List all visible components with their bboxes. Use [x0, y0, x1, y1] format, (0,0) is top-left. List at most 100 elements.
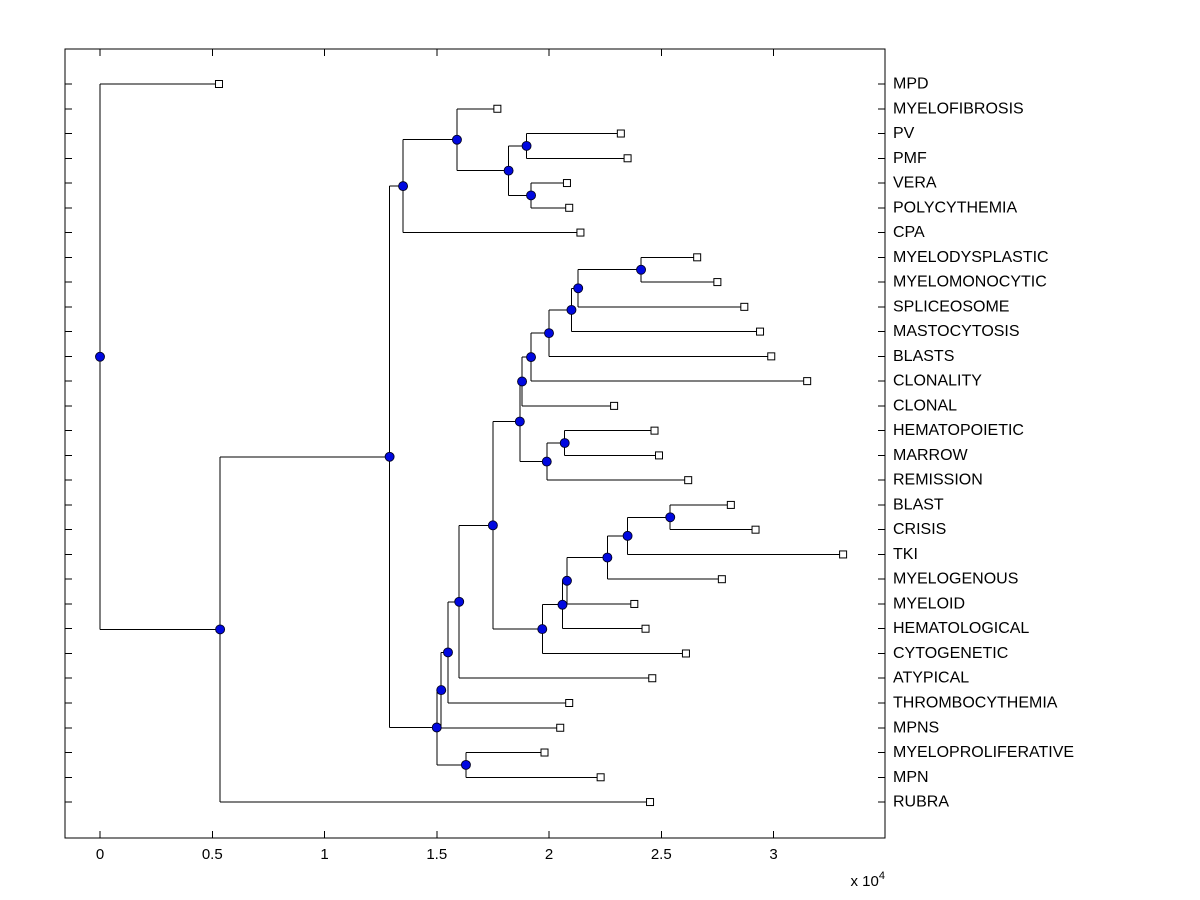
- leaf-marker: [767, 352, 776, 361]
- internal-node-marker: [562, 575, 572, 586]
- leaf-label: REMISSION: [893, 472, 983, 489]
- leaf-marker: [214, 80, 223, 88]
- internal-node-marker: [514, 416, 525, 427]
- leaf-marker: [646, 798, 655, 807]
- leaf-marker: [655, 451, 664, 460]
- leaf-label: RUBRA: [893, 794, 949, 811]
- leaf-marker: [556, 723, 565, 732]
- leaf-label: HEMATOPOIETIC: [893, 422, 1024, 439]
- leaf-label: BLAST: [893, 496, 944, 513]
- leaf-marker: [648, 674, 657, 683]
- internal-node-marker: [517, 376, 528, 387]
- internal-node-marker: [559, 438, 570, 448]
- leaf-marker: [641, 624, 650, 633]
- internal-node-marker: [573, 283, 584, 294]
- internal-node-marker: [487, 520, 498, 531]
- leaf-marker: [650, 426, 659, 435]
- x-tick-label: 1.5: [426, 846, 447, 863]
- internal-node-marker: [452, 134, 462, 145]
- internal-node-marker: [398, 181, 409, 192]
- leaf-label: MYELOID: [893, 595, 965, 612]
- leaf-marker: [756, 327, 765, 336]
- leaf-marker: [839, 550, 848, 559]
- leaf-marker: [565, 203, 574, 212]
- leaf-marker: [576, 228, 585, 237]
- x-tick-label: 1: [320, 846, 328, 863]
- internal-node-marker: [454, 596, 465, 607]
- internal-node-marker: [566, 304, 577, 315]
- leaf-label: CPA: [893, 224, 925, 241]
- leaf-marker: [610, 401, 619, 410]
- leaf-label: POLYCYTHEMIA: [893, 199, 1018, 216]
- leaf-label: CYTOGENETIC: [893, 645, 1008, 662]
- leaf-marker: [616, 129, 625, 138]
- leaf-label: MYELOGENOUS: [893, 571, 1018, 588]
- leaf-marker: [681, 649, 690, 658]
- x-tick-label: 2.5: [651, 846, 672, 863]
- internal-node-marker: [443, 647, 453, 658]
- internal-node-marker: [431, 722, 442, 733]
- leaf-label: MYELOFIBROSIS: [893, 100, 1024, 117]
- leaf-label: MARROW: [893, 447, 969, 464]
- leaf-label: MPNS: [893, 719, 939, 736]
- leaf-marker: [623, 154, 632, 163]
- leaf-label: PV: [893, 125, 915, 142]
- leaf-marker: [596, 773, 605, 782]
- internal-node-marker: [602, 552, 613, 563]
- leaf-label: VERA: [893, 175, 937, 192]
- leaf-label: MASTOCYTOSIS: [893, 323, 1020, 340]
- leaf-label: SPLICEOSOME: [893, 298, 1009, 315]
- leaf-marker: [726, 500, 735, 509]
- leaf-marker: [751, 525, 760, 534]
- leaf-marker: [540, 748, 549, 757]
- x-tick-label: 0.5: [202, 846, 223, 863]
- plot-border: [64, 48, 886, 839]
- leaf-marker: [713, 278, 722, 287]
- internal-node-marker: [557, 599, 568, 610]
- leaf-label: PMF: [893, 150, 927, 167]
- leaf-marker: [630, 599, 639, 608]
- leaf-label: HEMATOLOGICAL: [893, 620, 1029, 637]
- leaf-label: MYELODYSPLASTIC: [893, 249, 1049, 266]
- x-tick-label: 0: [96, 846, 104, 863]
- leaf-label: MPN: [893, 769, 929, 786]
- internal-node-marker: [526, 190, 536, 201]
- x-tick-label: 3: [769, 846, 777, 863]
- leaf-marker: [803, 377, 812, 386]
- leaf-label: THROMBOCYTHEMIA: [893, 695, 1058, 712]
- internal-node-marker: [521, 140, 532, 151]
- leaf-marker: [740, 302, 749, 311]
- internal-node-marker: [622, 530, 633, 541]
- internal-node-marker: [541, 456, 552, 467]
- internal-node-marker: [537, 624, 548, 635]
- internal-node-marker: [503, 165, 514, 176]
- leaf-label: ATYPICAL: [893, 670, 969, 687]
- axis-multiplier-label: x 104: [851, 870, 885, 890]
- leaf-label: CLONAL: [893, 397, 957, 414]
- leaf-label: MYELOMONOCYTIC: [893, 274, 1047, 291]
- internal-node-marker: [544, 328, 554, 339]
- leaf-label: BLASTS: [893, 348, 954, 365]
- leaf-marker: [684, 476, 693, 485]
- internal-node-marker: [95, 351, 105, 362]
- leaf-marker: [562, 179, 571, 188]
- internal-node-marker: [436, 685, 447, 696]
- leaf-label: MPD: [893, 76, 929, 93]
- internal-node-marker: [460, 759, 471, 770]
- leaf-label: TKI: [893, 546, 918, 563]
- internal-node-marker: [636, 264, 646, 275]
- leaf-label: MYELOPROLIFERATIVE: [893, 744, 1074, 761]
- internal-node-marker: [526, 352, 536, 363]
- leaf-marker: [565, 699, 574, 707]
- leaf-label: CLONALITY: [893, 373, 982, 390]
- leaf-marker: [493, 104, 502, 113]
- internal-node-marker: [384, 451, 395, 462]
- leaf-marker: [693, 253, 702, 262]
- internal-node-marker: [665, 512, 676, 523]
- leaf-marker: [717, 575, 726, 584]
- leaf-label: CRISIS: [893, 521, 946, 538]
- x-tick-label: 2: [545, 846, 553, 863]
